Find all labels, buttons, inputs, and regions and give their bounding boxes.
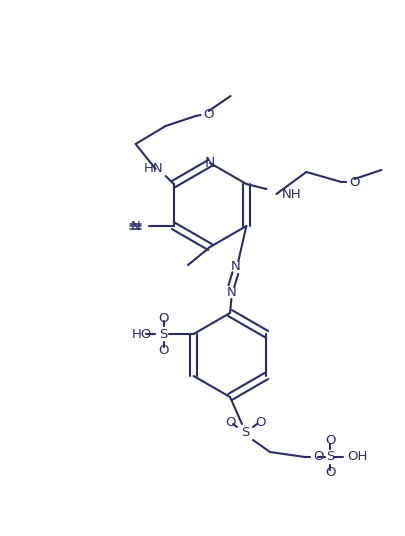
- Text: O: O: [350, 175, 360, 189]
- Text: O: O: [313, 450, 324, 464]
- Text: HO: HO: [132, 327, 152, 340]
- Text: S: S: [326, 450, 334, 464]
- Text: O: O: [325, 466, 335, 480]
- Text: O: O: [225, 415, 235, 428]
- Text: N: N: [230, 259, 240, 272]
- Text: O: O: [158, 311, 169, 324]
- Text: O: O: [255, 415, 265, 428]
- Text: S: S: [160, 327, 168, 340]
- Text: O: O: [204, 108, 214, 121]
- Text: HN: HN: [144, 162, 164, 175]
- Text: O: O: [158, 344, 169, 356]
- Text: OH: OH: [347, 450, 367, 464]
- Text: N: N: [131, 220, 141, 233]
- Text: O: O: [325, 435, 335, 448]
- Text: N: N: [205, 156, 215, 170]
- Text: S: S: [241, 426, 249, 438]
- Text: N: N: [226, 287, 236, 300]
- Text: NH: NH: [281, 188, 301, 200]
